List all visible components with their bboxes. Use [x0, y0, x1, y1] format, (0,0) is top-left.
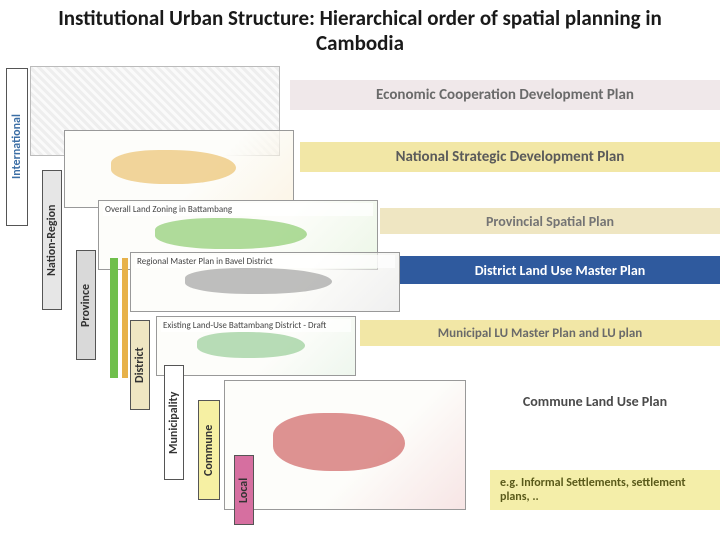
map-caption-muni-landuse: Existing Land-Use Battambang District - …: [161, 319, 351, 332]
vtab-commune: Commune: [198, 400, 220, 500]
slide-root: Institutional Urban Structure: Hierarchi…: [0, 0, 720, 540]
band-nsdp: National Strategic Development Plan: [300, 142, 720, 172]
vtab-district: District: [130, 320, 150, 410]
slide-title: Institutional Urban Structure: Hierarchi…: [0, 0, 720, 58]
vtab-nation-region: Nation-Region: [42, 170, 62, 310]
band-informal: e.g. Informal Settlements, settlement pl…: [490, 470, 720, 510]
strip-0: [110, 258, 118, 378]
band-mlump: Municipal LU Master Plan and LU plan: [360, 320, 720, 346]
vtab-municipality: Municipality: [164, 365, 184, 480]
vtab-international: International: [6, 68, 28, 226]
band-ecdp: Economic Cooperation Development Plan: [290, 80, 720, 110]
band-dlump: District Land Use Master Plan: [400, 256, 720, 284]
vtab-local: Local: [234, 455, 254, 525]
band-clup: Commune Land Use Plan: [470, 388, 720, 414]
map-dist-master: Regional Master Plan in Bavel District: [130, 252, 400, 312]
strip-1: [122, 258, 128, 378]
map-region-map: [64, 130, 294, 208]
vtab-province: Province: [76, 250, 96, 360]
map-caption-dist-master: Regional Master Plan in Bavel District: [135, 255, 395, 268]
band-psp: Provincial Spatial Plan: [380, 208, 720, 234]
diagram-area: Overall Land Zoning in Battambang Regiona…: [0, 62, 720, 540]
map-muni-landuse: Existing Land-Use Battambang District - …: [156, 316, 356, 376]
map-commune-map: [224, 380, 466, 510]
map-caption-prov-zoning: Overall Land Zoning in Battambang: [103, 203, 373, 216]
